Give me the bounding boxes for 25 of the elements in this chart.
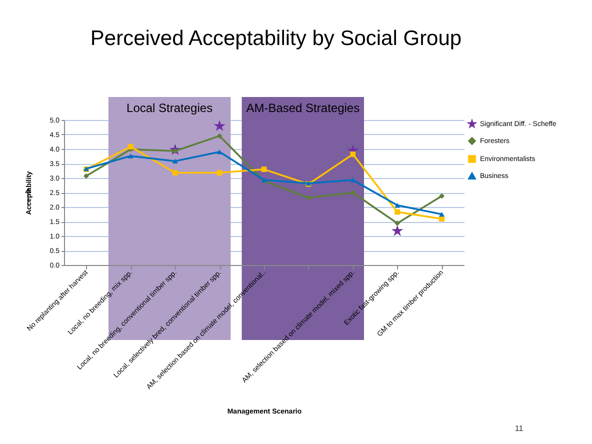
point [394,202,400,208]
point [439,212,445,217]
point [128,154,134,158]
point [350,151,356,157]
point [261,166,267,172]
point [172,170,178,176]
point [394,209,400,215]
band-label: AM-Based Strategies [246,101,360,115]
point [216,133,222,139]
point [439,216,445,222]
point [172,158,178,164]
text: 11 [514,424,524,433]
point [350,190,356,196]
point [128,144,134,150]
point [394,220,400,226]
point [83,173,89,179]
point [216,170,222,176]
point [306,194,312,200]
chart-title: Perceived Acceptability by Social Group [90,27,462,50]
point [439,193,445,199]
point [216,150,222,154]
point [392,224,404,236]
band-label: Local Strategies [126,101,213,115]
point [214,120,226,132]
point [350,178,356,182]
